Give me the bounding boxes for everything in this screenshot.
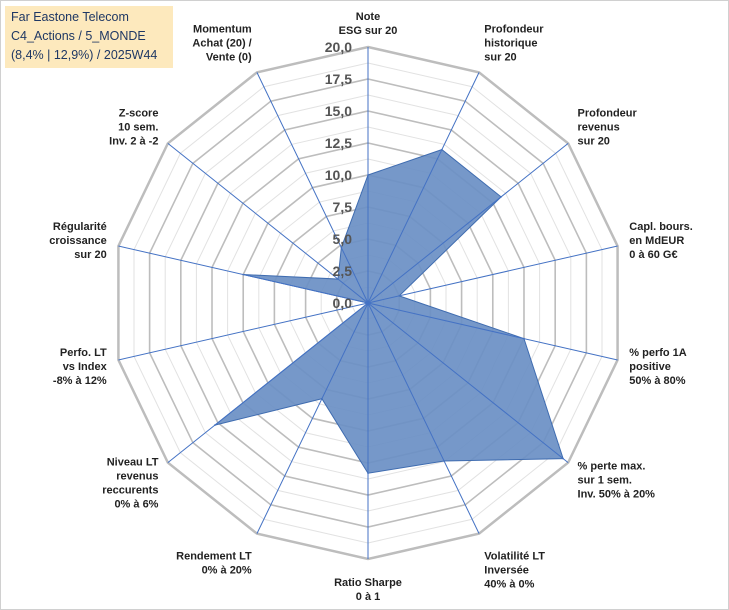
axis-spoke [118,245,369,304]
axis-label-line: revenus [116,470,158,482]
tick-label: 15,0 [325,103,352,119]
axis-label-line: Inversée [484,564,529,576]
axis-label-line: sur 20 [578,136,610,148]
axis-label-line: Régularité [53,221,107,233]
axis-label-line: Ratio Sharpe [334,577,402,589]
tick-label: 17,5 [325,71,352,87]
axis-label-line: en MdEUR [629,235,684,247]
tick-label: 10,0 [325,167,352,183]
axis-label-line: Inv. 50% à 20% [578,488,656,500]
chart-title-box: Far Eastone Telecom C4_Actions / 5_MONDE… [5,6,173,68]
tick-label: 7,5 [333,199,353,215]
axis-spoke [367,142,569,304]
axis-label-line: vs Index [63,361,108,373]
axis-label-line: positive [629,361,671,373]
axis-label-line: 0 à 1 [356,591,380,603]
axis-label-line: revenus [578,122,620,134]
axis-spoke [367,72,480,304]
axis-label-line: Volatilité LT [484,550,545,562]
tick-label: 5,0 [333,231,353,247]
title-line-2: C4_Actions / 5_MONDE [11,29,146,43]
axis-label: Rendement LT 0% à 20% [176,550,252,576]
axis-label-line: Achat (20) / [192,38,251,50]
axis-label: % perfo 1A positive 50% à 80% [629,347,687,387]
axis-label-line: Capl. bours. [629,221,693,233]
axis-label-line: 10 sem. [118,122,158,134]
tick-label: 2,5 [333,263,353,279]
tick-label: 0,0 [333,295,353,311]
series-area [214,149,564,474]
axis-label-line: 40% à 0% [484,578,534,590]
axis-label-line: Profondeur [484,24,544,36]
axis-label-line: sur 1 sem. [578,474,632,486]
axis-label-line: Z-score [119,108,159,120]
axis-spoke [167,142,369,304]
axis-label-line: Inv. 2 à -2 [109,136,158,148]
axis-label: Niveau LT revenus reccurents 0% à 6% [102,456,159,510]
axis-label-line: Note [356,11,380,23]
axis-label-line: 0% à 6% [114,498,158,510]
axis-spoke [118,302,369,361]
axis-spoke [167,302,369,464]
axis-spoke [367,302,480,534]
axis-label: Profondeur historique sur 20 [484,24,544,64]
axis-label: Z-score 10 sem. Inv. 2 à -2 [109,108,158,148]
axis-label-line: sur 20 [74,249,106,261]
axis-label: % perte max. sur 1 sem. Inv. 50% à 20% [578,460,656,500]
axis-label-line: Profondeur [578,108,638,120]
axis-spoke [367,302,569,464]
axis-label: Volatilité LT Inversée 40% à 0% [484,550,545,590]
axis-label-line: % perte max. [578,460,646,472]
axis-spoke [367,245,618,304]
axis-label-line: 50% à 80% [629,375,685,387]
axis-label: Momentum Achat (20) / Vente (0) [192,24,252,64]
axis-label-line: % perfo 1A [629,347,687,359]
title-line-3: (8,4% | 12,9%) / 2025W44 [11,48,158,62]
tick-label: 20,0 [325,39,352,55]
axis-label-line: Perfo. LT [60,347,107,359]
axis-label-line: Niveau LT [107,456,159,468]
tick-label: 12,5 [325,135,352,151]
axis-label-line: historique [484,38,537,50]
axis-label-line: ESG sur 20 [339,25,398,37]
axis-label: Régularité croissance sur 20 [49,221,106,261]
axis-spoke [256,302,369,534]
axis-label-line: 0% à 20% [202,564,252,576]
axis-label-line: Momentum [193,24,252,36]
axis-label-line: sur 20 [484,52,516,64]
axis-label-line: Vente (0) [206,52,252,64]
axis-label: Capl. bours. en MdEUR 0 à 60 G€ [629,221,693,261]
axis-label-line: Rendement LT [176,550,252,562]
axis-label: Ratio Sharpe 0 à 1 [334,577,402,603]
axis-label-line: reccurents [102,484,158,496]
axis-spoke [367,302,618,361]
title-line-1: Far Eastone Telecom [11,10,129,24]
axis-label-line: croissance [49,235,106,247]
axis-spoke [256,72,369,304]
axis-label-line: 0 à 60 G€ [629,249,677,261]
axis-label: Perfo. LT vs Index -8% à 12% [53,347,108,387]
axis-label: Profondeur revenus sur 20 [578,108,638,148]
axis-label-line: -8% à 12% [53,375,107,387]
axis-label: Note ESG sur 20 [339,11,398,37]
